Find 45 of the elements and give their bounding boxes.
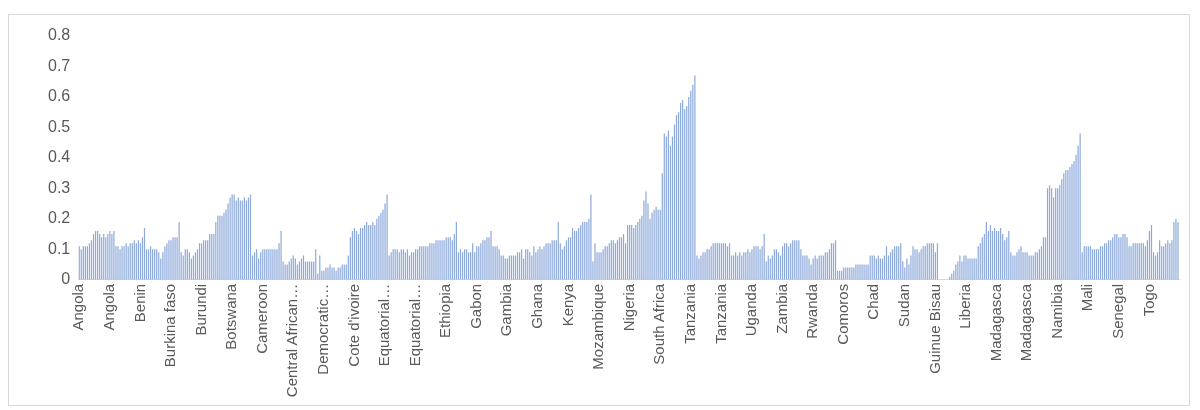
y-tick-label: 0.2 (47, 209, 71, 227)
x-tick-label: Rwanda (803, 283, 821, 339)
x-tick-label: Ghana (528, 283, 546, 329)
x-tick-label: Madagasca (986, 283, 1004, 362)
x-tick-label: Angola (99, 283, 117, 331)
x-tick-label: Liberia (956, 283, 974, 329)
y-tick-label: 0.3 (47, 178, 71, 196)
x-tick-label: Angola (69, 283, 87, 331)
x-tick-label: Cameroon (252, 283, 270, 354)
x-tick-label: Togo (1139, 283, 1157, 317)
y-tick-label: 0.5 (47, 117, 71, 135)
x-tick-label: Tanzania (711, 283, 729, 344)
y-tick-label: 0.1 (47, 239, 71, 257)
x-tick-label: Nigeria (619, 283, 637, 332)
x-tick-label: Burkina faso (161, 283, 179, 368)
x-tick-label: Madagasca (1017, 283, 1035, 362)
x-tick-label: South Africa (650, 283, 668, 365)
x-tick-label: Chad (864, 283, 882, 320)
x-tick-label: Uganda (742, 283, 760, 337)
x-tick-label: Gabon (466, 283, 484, 329)
x-tick-label: Mozambique (589, 283, 607, 370)
y-tick-label: 0.6 (47, 87, 71, 105)
x-tick-label: Sudan (894, 283, 912, 328)
x-tick-label: Guinue Bisau (925, 283, 943, 374)
x-tick-label: Equatorial… (405, 283, 423, 367)
x-tick-label: Tanzania (680, 283, 698, 344)
x-tick-label: Democratic… (314, 283, 332, 375)
y-tick-label: 0.7 (47, 56, 71, 74)
x-tick-label: Zambia (772, 283, 790, 334)
x-tick-label: Ethiopia (436, 283, 454, 339)
x-tick-label: Benin (130, 283, 148, 323)
y-tick-label: 0 (61, 270, 71, 288)
x-tick-label: Botswana (222, 283, 240, 350)
x-tick-label: Equatorial… (375, 283, 393, 367)
x-tick-label: Gambia (497, 283, 515, 337)
x-tick-label: Mali (1078, 283, 1096, 312)
x-tick-label: Central African… (283, 283, 301, 398)
y-tick-label: 0.8 (47, 26, 71, 44)
x-tick-label: Namibia (1047, 283, 1065, 339)
y-tick-label: 0.4 (47, 148, 71, 166)
x-tick-label: Cote d'ivoire (344, 283, 362, 367)
x-tick-label: Kenya (558, 283, 576, 327)
x-tick-label: Senegal (1109, 283, 1127, 339)
x-tick-label: Burundi (191, 283, 209, 336)
x-tick-label: Comoros (833, 283, 851, 345)
